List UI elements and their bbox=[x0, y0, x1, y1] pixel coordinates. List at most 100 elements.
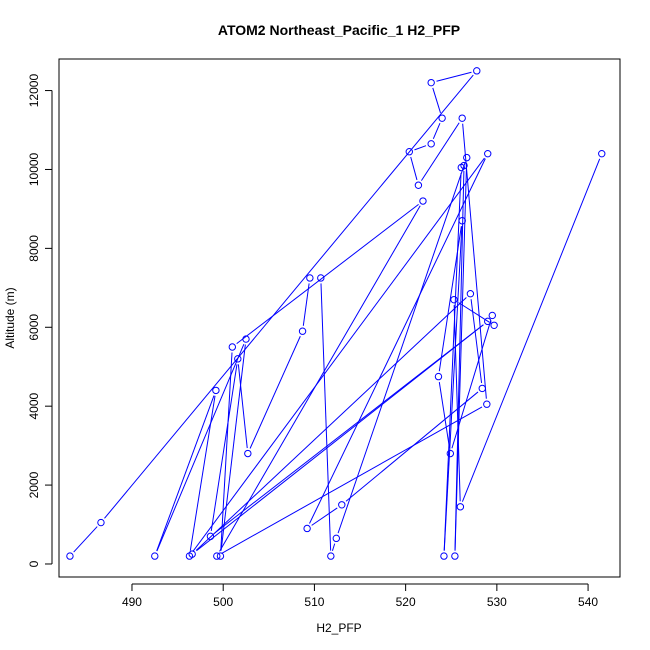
y-axis: 0 2000 4000 6000 8000 10000 12000 bbox=[27, 74, 53, 567]
y-tick-label: 2000 bbox=[27, 471, 41, 498]
series-segment bbox=[311, 507, 338, 526]
series-layer bbox=[66, 67, 606, 560]
series-segment bbox=[249, 336, 301, 449]
series-segment bbox=[156, 395, 215, 552]
y-tick-label: 12000 bbox=[27, 74, 41, 108]
data-point bbox=[450, 295, 458, 304]
y-tick-label: 10000 bbox=[27, 152, 41, 186]
data-point bbox=[440, 552, 448, 560]
series-segment bbox=[196, 324, 484, 552]
series-segment bbox=[410, 156, 418, 181]
series-segment bbox=[210, 364, 238, 532]
series-segment bbox=[220, 352, 233, 551]
series-segment bbox=[219, 205, 421, 552]
series-segment bbox=[432, 87, 441, 114]
data-point bbox=[456, 503, 465, 511]
y-tick-label: 0 bbox=[27, 560, 41, 567]
data-point bbox=[484, 149, 492, 158]
x-tick-label: 500 bbox=[213, 595, 233, 609]
data-point bbox=[427, 78, 435, 87]
series-segment bbox=[331, 543, 336, 551]
data-point bbox=[488, 311, 496, 320]
series-segment bbox=[156, 343, 245, 552]
x-tick-label: 490 bbox=[122, 595, 142, 609]
chart-title: ATOM2 Northeast_Pacific_1 H2_PFP bbox=[218, 22, 460, 38]
data-point bbox=[463, 153, 471, 162]
series-segment bbox=[345, 391, 479, 502]
series-segment bbox=[414, 145, 427, 151]
series-segment bbox=[73, 526, 98, 553]
series-segment bbox=[470, 299, 483, 384]
data-point bbox=[206, 532, 215, 541]
series-segment bbox=[220, 344, 246, 551]
data-point bbox=[317, 274, 325, 282]
data-point bbox=[484, 317, 492, 326]
series-segment bbox=[438, 381, 450, 449]
data-point bbox=[327, 552, 335, 560]
data-point bbox=[298, 327, 307, 335]
data-point bbox=[438, 114, 446, 122]
series-segment bbox=[337, 162, 466, 534]
data-point bbox=[303, 524, 311, 533]
series-segment bbox=[458, 302, 490, 323]
data-point bbox=[306, 274, 314, 282]
series-segment bbox=[192, 157, 485, 552]
data-point bbox=[242, 335, 250, 343]
data-point bbox=[466, 290, 475, 298]
plot-area bbox=[58, 58, 621, 578]
x-tick-label: 530 bbox=[487, 595, 507, 609]
series-segment bbox=[453, 305, 461, 502]
data-point bbox=[458, 217, 466, 225]
x-axis: 490 500 510 520 530 540 bbox=[122, 583, 598, 609]
series-segment bbox=[104, 74, 474, 519]
series-segment bbox=[221, 406, 483, 554]
x-tick-label: 540 bbox=[578, 595, 598, 609]
series-segment bbox=[189, 395, 216, 551]
data-point bbox=[97, 518, 105, 527]
data-point bbox=[213, 552, 221, 560]
series-segment bbox=[443, 226, 463, 551]
data-point bbox=[244, 449, 252, 458]
series-segment bbox=[461, 158, 601, 502]
data-point bbox=[419, 197, 427, 205]
y-tick-label: 8000 bbox=[27, 235, 41, 262]
data-point bbox=[338, 501, 346, 509]
plot-frame bbox=[58, 58, 621, 578]
series-segment bbox=[236, 203, 419, 345]
series-segment bbox=[320, 283, 332, 551]
x-axis-label: H2_PFP bbox=[316, 621, 361, 635]
data-point bbox=[434, 372, 443, 381]
y-tick-label: 4000 bbox=[27, 393, 41, 420]
data-point bbox=[234, 355, 242, 363]
data-point bbox=[228, 343, 237, 351]
series-segment bbox=[309, 158, 486, 524]
series-segment bbox=[454, 171, 465, 551]
data-point bbox=[490, 321, 498, 329]
x-tick-label: 510 bbox=[304, 595, 324, 609]
y-tick-label: 6000 bbox=[27, 314, 41, 341]
data-point bbox=[212, 386, 220, 395]
data-point bbox=[188, 550, 196, 558]
data-point bbox=[451, 552, 459, 560]
data-point bbox=[446, 449, 455, 458]
x-tick-label: 520 bbox=[396, 595, 416, 609]
data-point bbox=[151, 552, 159, 560]
data-point bbox=[332, 534, 341, 543]
data-point bbox=[216, 552, 225, 560]
data-point bbox=[458, 114, 466, 122]
data-point bbox=[405, 148, 413, 156]
series-segment bbox=[302, 283, 310, 326]
y-axis-label: Altitude (m) bbox=[3, 287, 17, 348]
data-point bbox=[598, 149, 606, 158]
data-point bbox=[66, 552, 74, 560]
series-segment bbox=[214, 324, 484, 534]
data-point bbox=[427, 140, 435, 148]
series-segment bbox=[443, 172, 462, 551]
data-point bbox=[457, 163, 465, 172]
series-segment bbox=[237, 364, 248, 449]
series-segment bbox=[438, 226, 462, 372]
series-segment bbox=[436, 71, 472, 82]
series-segment bbox=[432, 123, 441, 139]
data-point bbox=[483, 400, 491, 408]
